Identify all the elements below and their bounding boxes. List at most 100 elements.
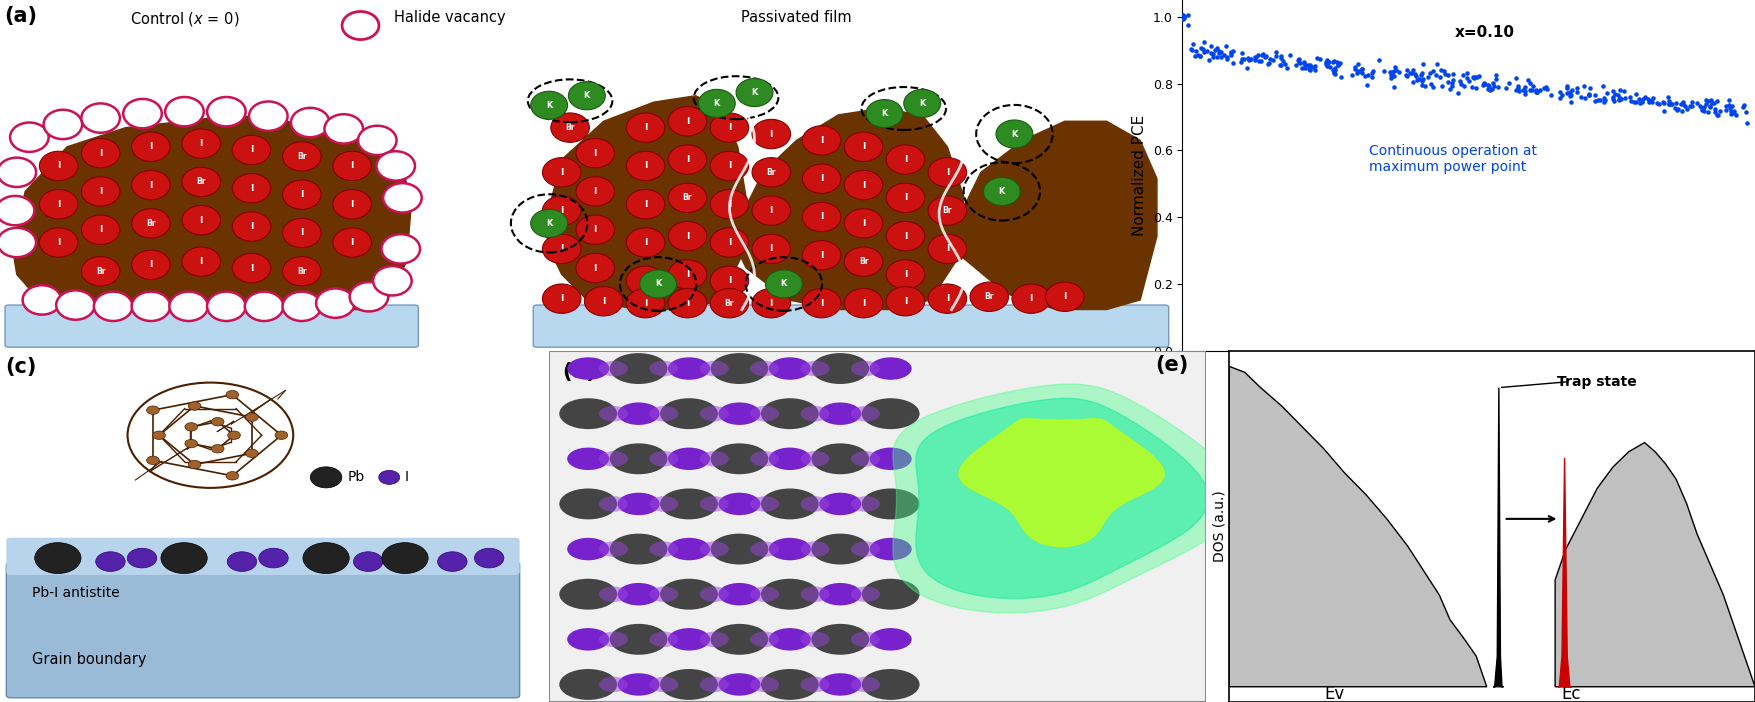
- Point: [1669, 96, 1697, 107]
- Point: [1178, 44, 1206, 55]
- Text: I: I: [56, 238, 60, 247]
- Circle shape: [627, 228, 665, 257]
- Point: [1720, 105, 1748, 117]
- Point: [1690, 102, 1718, 113]
- Point: [1378, 68, 1406, 79]
- Point: [1564, 83, 1592, 94]
- Point: [1185, 49, 1213, 60]
- Circle shape: [576, 253, 614, 283]
- Circle shape: [598, 677, 628, 692]
- Circle shape: [811, 624, 869, 655]
- Text: I: I: [820, 174, 823, 183]
- Circle shape: [246, 449, 258, 458]
- Circle shape: [711, 534, 769, 564]
- Circle shape: [886, 145, 925, 174]
- Circle shape: [851, 451, 879, 467]
- Circle shape: [147, 406, 160, 414]
- Circle shape: [132, 208, 170, 238]
- Point: [1695, 100, 1723, 112]
- Circle shape: [188, 461, 200, 469]
- Text: I: I: [249, 263, 253, 272]
- Circle shape: [567, 538, 609, 560]
- Circle shape: [316, 289, 355, 318]
- Circle shape: [598, 586, 628, 602]
- Point: [1399, 77, 1427, 88]
- Point: [1601, 95, 1629, 107]
- Circle shape: [711, 353, 769, 384]
- Point: [1458, 72, 1486, 83]
- Point: [1476, 84, 1504, 95]
- Text: Br: Br: [97, 267, 105, 276]
- Circle shape: [81, 103, 119, 133]
- Point: [1327, 72, 1355, 83]
- Circle shape: [700, 541, 728, 557]
- Text: Br: Br: [985, 292, 993, 301]
- Circle shape: [232, 135, 270, 165]
- Circle shape: [669, 107, 707, 136]
- Text: Br: Br: [297, 267, 307, 276]
- Point: [1697, 94, 1725, 105]
- Point: [1348, 63, 1376, 74]
- Point: [1450, 69, 1478, 80]
- Circle shape: [567, 448, 609, 470]
- Point: [1318, 56, 1346, 67]
- Circle shape: [762, 398, 820, 429]
- Circle shape: [560, 398, 618, 429]
- Point: [1434, 77, 1462, 88]
- Point: [1643, 97, 1671, 108]
- Point: [1236, 54, 1264, 65]
- Point: [1292, 59, 1320, 70]
- Circle shape: [886, 260, 925, 289]
- Point: [1199, 48, 1227, 60]
- Point: [1216, 49, 1244, 60]
- Circle shape: [276, 431, 288, 439]
- Point: [1567, 91, 1595, 102]
- Point: [1262, 50, 1290, 61]
- Point: [1251, 50, 1279, 61]
- Circle shape: [711, 289, 749, 318]
- Circle shape: [374, 266, 412, 296]
- Point: [1694, 95, 1722, 107]
- Circle shape: [811, 444, 869, 475]
- Text: Br: Br: [565, 123, 576, 132]
- Point: [1353, 79, 1381, 90]
- Point: [1683, 97, 1711, 108]
- Circle shape: [381, 234, 419, 263]
- Circle shape: [618, 402, 660, 425]
- Circle shape: [851, 406, 879, 421]
- Point: [1516, 84, 1544, 95]
- Circle shape: [700, 451, 728, 467]
- Text: I: I: [770, 244, 772, 253]
- Text: I: I: [946, 294, 949, 303]
- Circle shape: [718, 493, 760, 515]
- Circle shape: [95, 291, 132, 321]
- Point: [1611, 85, 1639, 96]
- Circle shape: [291, 108, 330, 137]
- Point: [1523, 86, 1551, 98]
- Point: [1474, 83, 1502, 94]
- Circle shape: [711, 228, 749, 257]
- Circle shape: [870, 448, 911, 470]
- Point: [1316, 62, 1344, 73]
- Circle shape: [97, 552, 125, 571]
- Circle shape: [576, 138, 614, 168]
- Text: I: I: [405, 470, 409, 484]
- Point: [1676, 100, 1704, 112]
- Point: [1511, 85, 1539, 96]
- Text: Br: Br: [297, 152, 307, 161]
- Circle shape: [649, 361, 677, 376]
- Point: [1650, 96, 1678, 107]
- Point: [1322, 62, 1350, 74]
- Point: [1485, 81, 1513, 92]
- Text: Control ($x$ = 0): Control ($x$ = 0): [130, 10, 239, 27]
- Point: [1297, 60, 1325, 71]
- Circle shape: [904, 89, 941, 117]
- Point: [1228, 53, 1257, 65]
- Point: [1716, 105, 1744, 117]
- Circle shape: [802, 126, 841, 155]
- Circle shape: [649, 632, 677, 647]
- Circle shape: [226, 472, 239, 480]
- Point: [1190, 44, 1218, 55]
- Point: [1690, 106, 1718, 117]
- Circle shape: [183, 167, 221, 197]
